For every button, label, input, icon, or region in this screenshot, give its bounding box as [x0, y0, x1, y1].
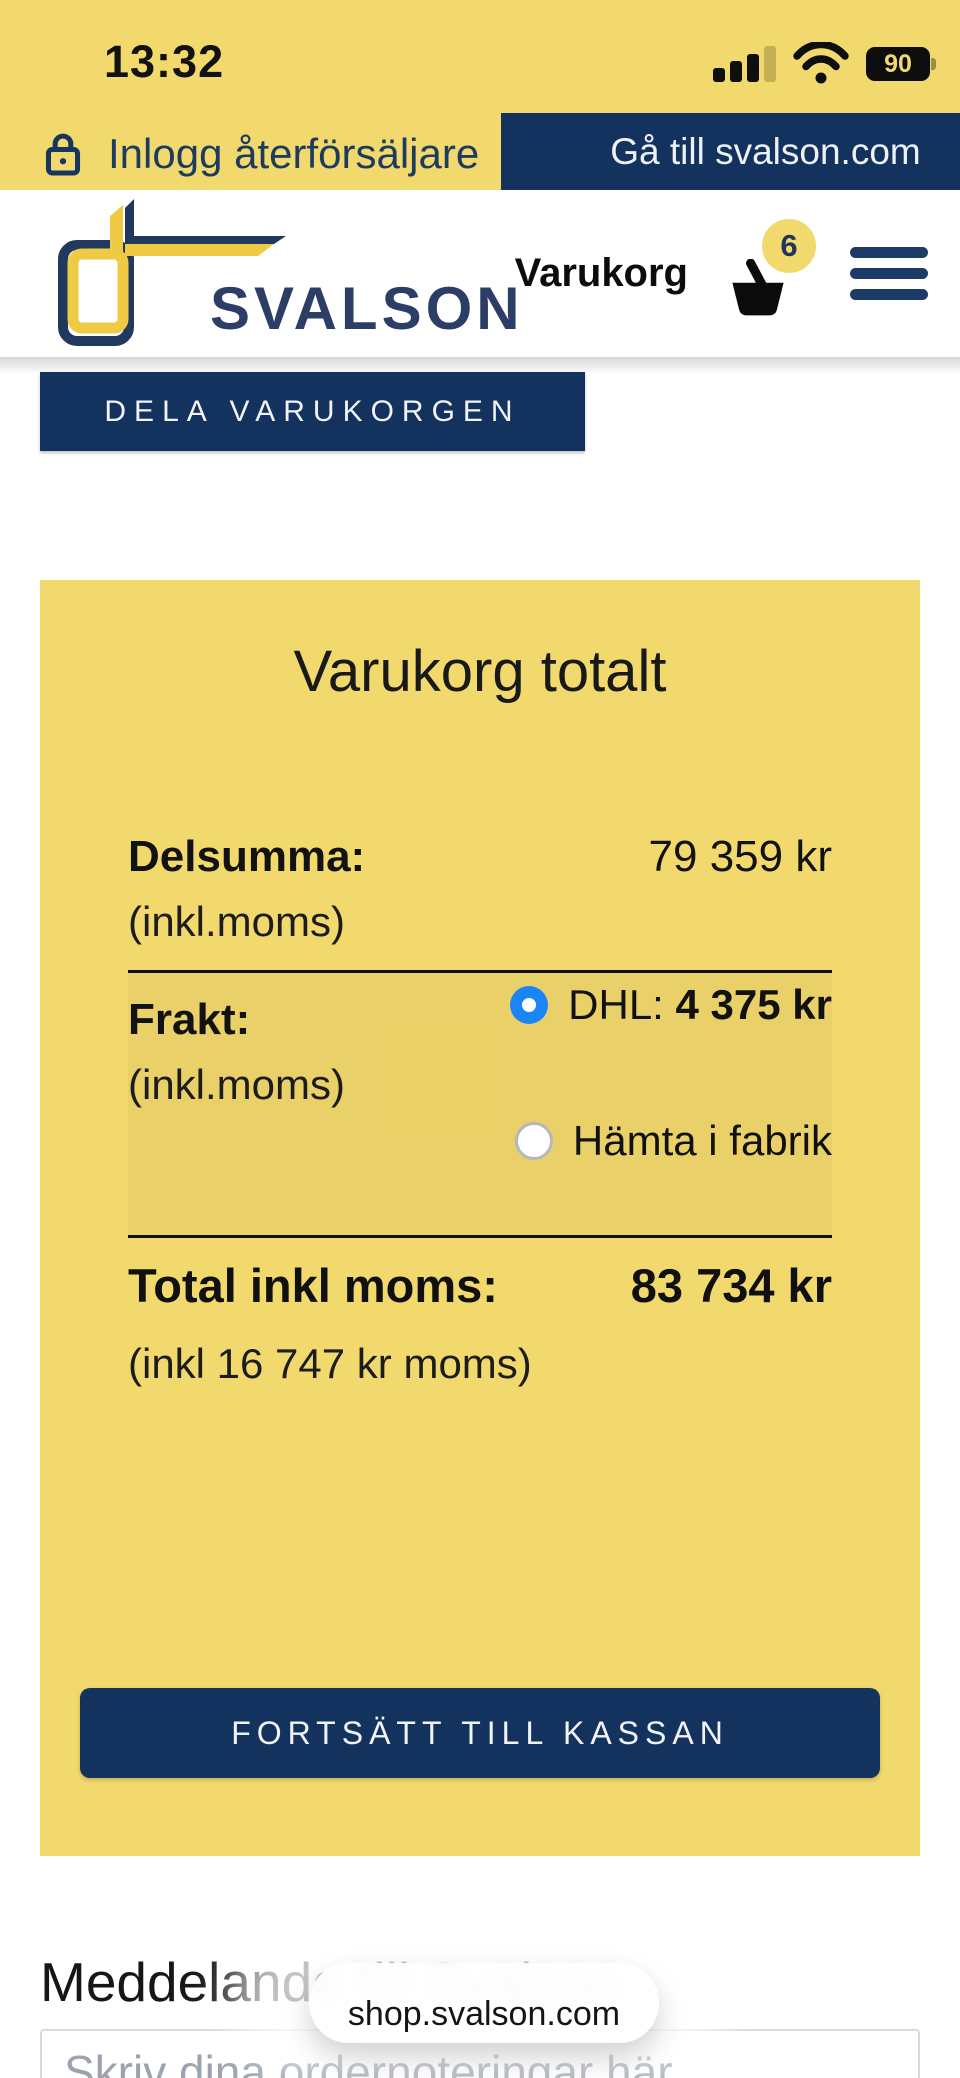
shipping-option-dhl[interactable]: DHL: 4 375 kr	[510, 981, 832, 1029]
card-title: Varukorg totalt	[293, 639, 667, 704]
divider	[128, 970, 832, 973]
subtotal-note: (inkl.moms)	[128, 898, 345, 945]
total-value: 83 734 kr	[630, 1259, 832, 1312]
reseller-login-status[interactable]: Inlogg återförsäljare	[44, 118, 479, 190]
shipping-option-price: 4 375 kr	[675, 981, 832, 1028]
brand-name: SVALSON	[210, 275, 524, 342]
radio-selected-icon[interactable]	[510, 986, 549, 1024]
site-header: SVALSON Varukorg 6	[0, 190, 960, 357]
shipping-section: Frakt: (inkl.moms) DHL: 4 375 kr Hämta i…	[128, 973, 832, 1235]
menu-button[interactable]	[850, 247, 928, 300]
subtotal-value: 79 359 kr	[648, 832, 832, 881]
header-divider	[0, 357, 960, 373]
battery-icon: 90	[866, 47, 938, 81]
svalson-logo-mark	[58, 199, 286, 346]
share-cart-button[interactable]: DELA VARUKORGEN	[40, 372, 585, 451]
cart-count-badge: 6	[762, 218, 816, 273]
shipping-option-label: DHL: 4 375 kr	[568, 981, 832, 1028]
radio-unselected-icon[interactable]	[514, 1122, 553, 1160]
shipping-note: (inkl.moms)	[128, 1061, 345, 1108]
total-row: Total inkl moms: 83 734 kr	[128, 1258, 832, 1313]
shipping-option-pickup[interactable]: Hämta i fabrik	[514, 1117, 832, 1165]
basket-icon	[732, 258, 784, 315]
battery-percent: 90	[884, 49, 912, 78]
cart-total-card: Varukorg totalt Delsumma: 79 359 kr (ink…	[40, 580, 920, 1856]
divider	[128, 1235, 832, 1238]
cart-button[interactable]: 6	[726, 218, 816, 329]
total-note: (inkl 16 747 kr moms)	[128, 1340, 532, 1387]
cart-label: Varukorg	[514, 251, 688, 295]
reseller-login-label: Inlogg återförsäljare	[108, 130, 480, 177]
checkout-button[interactable]: FORTSÄTT TILL KASSAN	[80, 1688, 880, 1778]
svalson-logo[interactable]: SVALSON	[50, 198, 520, 348]
wifi-icon	[793, 42, 849, 84]
goto-svalson-link[interactable]: Gå till svalson.com	[501, 113, 960, 190]
subtotal-row: Delsumma: 79 359 kr	[128, 832, 832, 882]
lock-icon	[45, 133, 81, 176]
shipping-option-label: Hämta i fabrik	[572, 1117, 832, 1164]
status-icons: 90	[713, 42, 938, 84]
browser-url-bar[interactable]: shop.svalson.com	[309, 1963, 659, 2043]
total-label: Total inkl moms:	[128, 1259, 498, 1312]
shipping-label: Frakt:	[128, 995, 251, 1044]
cart-count: 6	[780, 227, 798, 263]
top-bar: 13:32 90 Inlogg återförsäljare	[0, 0, 960, 190]
status-time: 13:32	[104, 36, 225, 87]
browser-url-text: shop.svalson.com	[347, 1995, 621, 2033]
header-right-cluster: Varukorg 6	[515, 190, 928, 357]
subtotal-label: Delsumma:	[128, 832, 366, 881]
cellular-signal-icon	[713, 46, 776, 82]
